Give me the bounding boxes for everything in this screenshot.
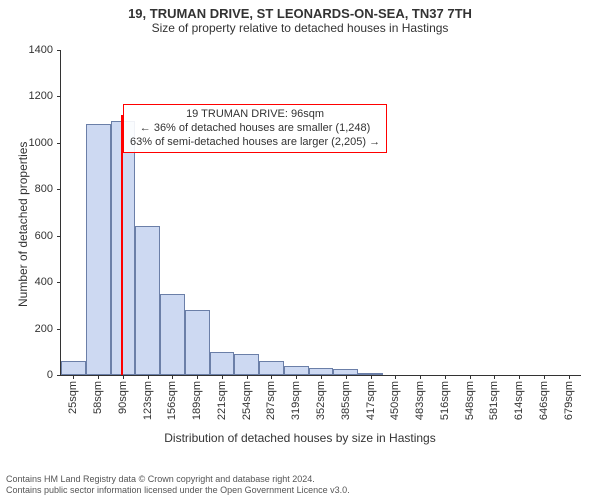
x-tick-label: 319sqm — [290, 381, 302, 420]
y-tick-label: 0 — [47, 369, 61, 381]
y-tick-label: 800 — [35, 183, 61, 195]
x-tick-label: 516sqm — [439, 381, 451, 420]
y-tick-label: 1200 — [29, 90, 61, 102]
x-tick-label: 450sqm — [389, 381, 401, 420]
histogram-bar — [111, 121, 136, 375]
x-tick-label: 483sqm — [414, 381, 426, 420]
x-tick-label: 548sqm — [464, 381, 476, 420]
annotation-box: 19 TRUMAN DRIVE: 96sqm← 36% of detached … — [123, 104, 387, 153]
y-tick-label: 1000 — [29, 137, 61, 149]
histogram-bar — [210, 352, 235, 375]
annotation-line: 63% of semi-detached houses are larger (… — [130, 136, 380, 150]
x-tick-label: 156sqm — [166, 381, 178, 420]
x-tick-label: 25sqm — [67, 381, 79, 414]
x-tick-label: 123sqm — [142, 381, 154, 420]
x-tick-label: 58sqm — [92, 381, 104, 414]
footer-line-2: Contains public sector information licen… — [6, 485, 350, 496]
annotation-line: 19 TRUMAN DRIVE: 96sqm — [130, 108, 380, 122]
x-tick-label: 352sqm — [315, 381, 327, 420]
footer-line-1: Contains HM Land Registry data © Crown c… — [6, 474, 350, 485]
histogram-bar — [135, 226, 160, 375]
plot-area: 0200400600800100012001400 25sqm58sqm90sq… — [60, 50, 581, 376]
histogram-bar — [86, 124, 111, 375]
chart-title: 19, TRUMAN DRIVE, ST LEONARDS-ON-SEA, TN… — [0, 0, 600, 21]
histogram-bar — [185, 310, 210, 375]
annotation-line: ← 36% of detached houses are smaller (1,… — [130, 122, 380, 136]
x-tick-label: 287sqm — [265, 381, 277, 420]
x-tick-label: 189sqm — [191, 381, 203, 420]
histogram-bar — [160, 294, 185, 375]
x-tick-label: 417sqm — [365, 381, 377, 420]
x-tick-label: 221sqm — [216, 381, 228, 420]
y-tick-label: 600 — [35, 230, 61, 242]
chart-subtitle: Size of property relative to detached ho… — [0, 21, 600, 35]
property-marker-line — [121, 115, 123, 375]
chart-container: { "title": "19, TRUMAN DRIVE, ST LEONARD… — [0, 0, 600, 500]
y-tick-label: 400 — [35, 276, 61, 288]
x-axis-label: Distribution of detached houses by size … — [0, 431, 600, 445]
x-tick-label: 254sqm — [241, 381, 253, 420]
x-tick-label: 385sqm — [340, 381, 352, 420]
bars-group — [61, 50, 581, 375]
x-tick-label: 581sqm — [488, 381, 500, 420]
y-axis-label: Number of detached properties — [16, 141, 30, 306]
y-tick-label: 1400 — [29, 44, 61, 56]
x-tick-label: 679sqm — [563, 381, 575, 420]
x-tick-label: 614sqm — [513, 381, 525, 420]
histogram-bar — [259, 361, 284, 375]
y-tick-label: 200 — [35, 323, 61, 335]
footer-attribution: Contains HM Land Registry data © Crown c… — [6, 474, 350, 496]
histogram-bar — [309, 368, 334, 375]
histogram-bar — [284, 366, 309, 375]
x-tick-label: 90sqm — [117, 381, 129, 414]
x-tick-label: 646sqm — [538, 381, 550, 420]
histogram-bar — [61, 361, 86, 375]
histogram-bar — [234, 354, 259, 375]
